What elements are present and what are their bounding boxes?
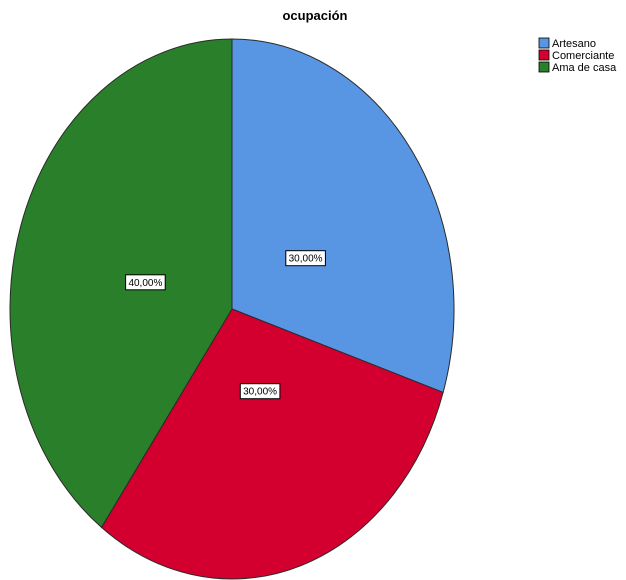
legend-swatch-ama-de-casa [538, 61, 550, 73]
svg-text:40,00%: 40,00% [128, 278, 162, 289]
pie-slice-artesano [231, 38, 455, 394]
svg-text:30,00%: 30,00% [243, 387, 277, 398]
pie-slice-comerciante [100, 308, 444, 580]
legend-swatch-artesano [538, 37, 550, 49]
data-label-ama-de-casa: 40,00% [125, 274, 166, 291]
svg-text:30,00%: 30,00% [289, 254, 323, 265]
chart-title: ocupación [282, 8, 347, 23]
legend-label-comerciante: Comerciante [552, 50, 614, 62]
pie-data-labels: 30,00% 30,00% 40,00% [125, 250, 326, 400]
legend-item-artesano: Artesano [538, 37, 596, 50]
data-label-comerciante: 30,00% [239, 383, 281, 400]
legend-label-ama-de-casa: Ama de casa [552, 62, 617, 74]
pie-slices [9, 38, 455, 580]
data-label-artesano: 30,00% [285, 250, 326, 267]
pie-slice-ama-de-casa [9, 38, 233, 529]
legend-item-ama-de-casa: Ama de casa [538, 61, 617, 74]
legend-item-comerciante: Comerciante [538, 49, 614, 62]
legend-label-artesano: Artesano [552, 38, 596, 50]
legend-swatch-comerciante [538, 49, 550, 61]
